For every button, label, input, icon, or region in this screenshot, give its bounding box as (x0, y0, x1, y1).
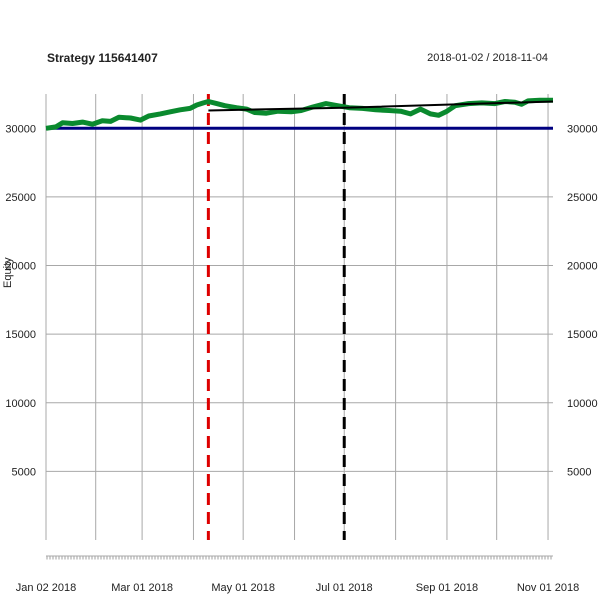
x-tick-label: Jan 02 2018 (16, 582, 77, 594)
x-tick-label: Nov 01 2018 (517, 582, 579, 594)
y-tick-label-left: 5000 (12, 466, 36, 478)
date-range-label: 2018-01-02 / 2018-11-04 (427, 52, 548, 64)
y-tick-label-right: 20000 (567, 261, 598, 273)
chart-title: Strategy 115641407 (47, 51, 158, 65)
y-tick-label-left: 15000 (5, 329, 36, 341)
y-tick-label-right: 15000 (567, 329, 598, 341)
y-tick-label-left: 30000 (5, 123, 36, 135)
x-tick-label: May 01 2018 (211, 582, 275, 594)
y-tick-label-right: 5000 (567, 466, 591, 478)
y-tick-label-left: 10000 (5, 398, 36, 410)
y-tick-label-left: 25000 (5, 192, 36, 204)
y-tick-label-right: 25000 (567, 192, 598, 204)
y-tick-label-left: 20000 (5, 261, 36, 273)
x-tick-label: Sep 01 2018 (416, 582, 478, 594)
x-tick-label: Jul 01 2018 (316, 582, 373, 594)
y-tick-label-right: 30000 (567, 123, 598, 135)
x-tick-label: Mar 01 2018 (111, 582, 173, 594)
y-tick-label-right: 10000 (567, 398, 598, 410)
trend-line (208, 100, 554, 112)
